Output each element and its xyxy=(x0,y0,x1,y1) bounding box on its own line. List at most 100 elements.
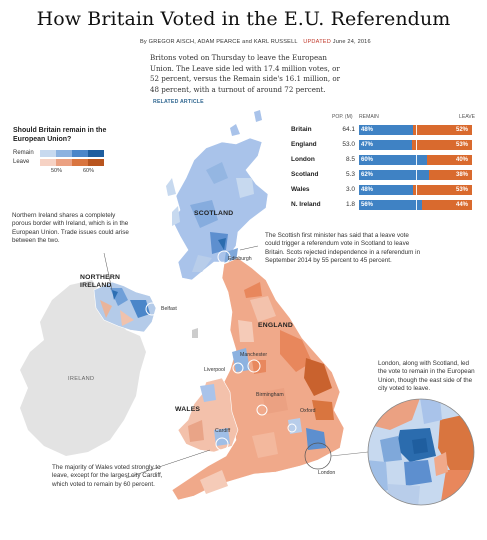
england-district xyxy=(288,418,302,434)
region-label-england: ENGLAND xyxy=(258,322,294,329)
ni-district xyxy=(100,300,112,318)
row-population: 64.1 xyxy=(342,126,355,133)
intro-text: Britons voted on Thursday to leave the E… xyxy=(150,53,341,95)
leave-bar xyxy=(413,125,472,135)
wales-district xyxy=(214,428,230,446)
legend-leave-darkest xyxy=(88,159,104,166)
remain-percent: 47% xyxy=(361,141,374,148)
wales-annotation-line xyxy=(125,449,211,479)
legend-remain-darkest xyxy=(88,150,104,157)
scotland-district xyxy=(192,255,212,272)
leave-percent: 40% xyxy=(456,156,469,163)
annotation-scotland: The Scottish first minister has said tha… xyxy=(265,232,421,265)
table-row: N. Ireland 1.8 56% 44% xyxy=(291,199,472,211)
city-label-edinburgh: Edinburgh xyxy=(228,256,252,262)
header-pop: POP. (M) xyxy=(332,114,353,120)
legend-leave-mid xyxy=(56,159,72,166)
scotland-district xyxy=(236,178,254,198)
ni-district xyxy=(112,290,118,300)
row-name: London xyxy=(291,156,315,163)
legend-remain-dark xyxy=(72,150,88,157)
annotation-wales: The majority of Wales voted strongly to … xyxy=(52,464,163,488)
remain-percent: 60% xyxy=(361,156,374,163)
row-name: England xyxy=(291,141,317,148)
related-article-link[interactable]: RELATED ARTICLE xyxy=(153,98,204,105)
region-label-northern-ireland: NORTHERN IRELAND xyxy=(80,274,121,289)
fifty-percent-line xyxy=(415,154,417,166)
fifty-percent-line xyxy=(415,139,417,151)
belfast-marker xyxy=(145,302,159,316)
london-inset-connector xyxy=(330,451,369,457)
england-district xyxy=(232,348,250,372)
fifty-percent-line xyxy=(415,124,417,136)
northern-ireland-area xyxy=(93,281,157,333)
legend-remain-light xyxy=(40,150,56,157)
cardiff-marker xyxy=(215,437,229,451)
leave-percent: 53% xyxy=(456,186,469,193)
remain-percent: 62% xyxy=(361,171,374,178)
legend-remain-label: Remain xyxy=(13,150,34,156)
wales-district xyxy=(188,420,204,442)
legend-tick-50: 50% xyxy=(51,168,63,174)
legend-remain-mid xyxy=(56,150,72,157)
leave-bar xyxy=(427,155,472,165)
legend-leave-label: Leave xyxy=(13,159,30,165)
city-label-birmingham: Birmingham xyxy=(256,392,284,398)
row-population: 8.5 xyxy=(345,156,355,163)
city-label-oxford: Oxford xyxy=(300,408,316,414)
ni-annotation-line xyxy=(103,252,113,291)
row-population: 3.0 xyxy=(345,186,355,193)
ni-district xyxy=(130,300,150,318)
header-remain: REMAIN xyxy=(359,114,379,120)
manchester-marker xyxy=(247,359,261,373)
header-leave: LEAVE xyxy=(459,114,476,120)
england-district xyxy=(252,360,266,374)
remain-bar xyxy=(359,200,422,210)
london-inset-border xyxy=(367,398,475,506)
legend-leave-light xyxy=(40,159,56,166)
table-row: Scotland 5.3 62% 38% xyxy=(291,169,472,181)
england-district xyxy=(252,432,278,458)
row-name: Scotland xyxy=(291,171,319,178)
scotland-island xyxy=(172,206,180,226)
scotland-annotation-line xyxy=(239,245,259,251)
byline: By GREGOR AISCH, ADAM PEARCE and KARL RU… xyxy=(140,39,371,45)
england-district xyxy=(304,358,332,396)
scotland-island xyxy=(166,178,176,196)
remain-bar xyxy=(359,155,427,165)
leave-bar xyxy=(413,185,472,195)
leave-bar xyxy=(429,170,472,180)
scotland-area xyxy=(171,137,269,281)
legend-leave-dark xyxy=(72,159,88,166)
city-label-liverpool: Liverpool xyxy=(204,367,226,373)
annotation-london: London, along with Scotland, led the vot… xyxy=(378,360,475,393)
england-district xyxy=(306,428,326,450)
scotland-district xyxy=(190,200,218,228)
leave-bar xyxy=(412,140,472,150)
byline-authors: By GREGOR AISCH, ADAM PEARCE and KARL RU… xyxy=(140,39,298,45)
london-inset xyxy=(368,399,474,505)
england-district xyxy=(250,296,276,322)
liverpool-marker xyxy=(232,362,244,374)
remain-bar xyxy=(359,125,413,135)
scotland-district xyxy=(206,162,228,184)
fifty-percent-line xyxy=(415,169,417,181)
page-title: How Britain Voted in the E.U. Referendum xyxy=(36,8,451,30)
england-district xyxy=(238,320,254,342)
region-label-scotland: SCOTLAND xyxy=(194,210,234,217)
remain-percent: 48% xyxy=(361,126,374,133)
ni-district xyxy=(120,310,134,326)
row-population: 5.3 xyxy=(345,171,355,178)
leave-percent: 38% xyxy=(456,171,469,178)
remain-percent: 56% xyxy=(361,201,374,208)
england-district xyxy=(312,400,334,420)
england-district xyxy=(200,470,228,494)
birmingham-marker xyxy=(256,404,268,416)
city-label-london: London xyxy=(318,470,336,476)
scotland-district xyxy=(218,238,226,250)
row-population: 1.8 xyxy=(345,201,355,208)
table-row: London 8.5 60% 40% xyxy=(291,154,472,166)
remain-bar xyxy=(359,170,429,180)
row-name: N. Ireland xyxy=(291,201,321,208)
